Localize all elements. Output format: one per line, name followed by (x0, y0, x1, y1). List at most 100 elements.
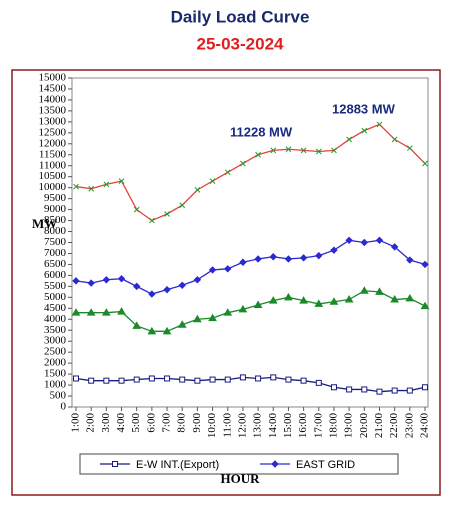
y-tick-label: 1500 (44, 368, 67, 380)
y-tick-label: 10500 (39, 170, 67, 182)
y-tick-label: 11500 (39, 148, 67, 160)
marker (240, 160, 246, 167)
marker (177, 320, 187, 328)
marker (163, 285, 171, 294)
x-tick-label: 16:00 (297, 413, 309, 439)
x-tick-label: 11:00 (221, 413, 233, 438)
marker (149, 217, 155, 224)
x-tick-label: 23:00 (403, 413, 415, 439)
y-tick-label: 9000 (44, 203, 67, 215)
marker (164, 375, 171, 382)
marker (284, 292, 293, 301)
marker (73, 183, 79, 190)
marker (405, 293, 415, 302)
marker (164, 211, 170, 217)
marker (300, 377, 307, 384)
marker (360, 238, 369, 247)
marker (224, 376, 231, 383)
marker (86, 308, 96, 316)
y-tick-label: 3500 (44, 324, 67, 336)
y-tick-label: 0 (61, 401, 67, 413)
x-tick-label: 22:00 (388, 413, 400, 439)
marker (315, 148, 322, 155)
series-line (75, 239, 426, 295)
y-tick-label: 13500 (39, 104, 67, 116)
marker (101, 308, 111, 316)
marker (148, 290, 156, 298)
y-tick-label: 2500 (44, 346, 67, 358)
marker (268, 296, 278, 304)
x-tick-label: 12:00 (236, 413, 248, 439)
x-tick-label: 6:00 (145, 413, 157, 433)
marker (315, 251, 323, 260)
marker (359, 286, 369, 294)
marker (253, 300, 263, 309)
x-tick-label: 15:00 (282, 413, 294, 439)
marker (331, 147, 337, 154)
marker (300, 147, 307, 154)
marker (344, 295, 354, 303)
annotation: 11228 MW (230, 124, 293, 139)
x-tick-label: 2:00 (85, 413, 97, 433)
x-axis-label: HOUR (221, 471, 261, 486)
y-tick-label: 12000 (39, 137, 67, 149)
marker (117, 307, 126, 315)
marker (239, 374, 246, 381)
y-tick-label: 7000 (44, 247, 67, 259)
marker (132, 321, 142, 329)
marker (390, 295, 400, 303)
marker (315, 379, 322, 386)
x-tick-label: 20:00 (358, 413, 370, 439)
marker (103, 377, 110, 384)
y-tick-label: 2000 (44, 357, 67, 369)
x-tick-label: 5:00 (130, 413, 142, 433)
x-tick-label: 17:00 (312, 413, 324, 439)
marker (329, 297, 339, 305)
series-line (75, 123, 426, 222)
marker (271, 460, 279, 468)
y-tick-label: 1000 (44, 379, 67, 391)
marker (421, 260, 429, 269)
marker (314, 299, 324, 307)
marker (224, 265, 232, 273)
y-tick-label: 4000 (44, 313, 67, 325)
y-tick-label: 12500 (39, 126, 67, 138)
marker (284, 255, 293, 263)
x-tick-label: 4:00 (115, 413, 127, 433)
series-line (75, 376, 426, 393)
marker (391, 136, 398, 143)
marker (285, 376, 292, 383)
x-tick-label: 3:00 (100, 413, 112, 433)
marker (103, 181, 110, 188)
marker (132, 282, 141, 291)
marker (133, 206, 140, 213)
marker (162, 326, 172, 335)
marker (346, 386, 353, 393)
x-tick-label: 18:00 (327, 413, 339, 439)
marker (133, 376, 140, 383)
y-tick-label: 6500 (44, 258, 67, 270)
marker (361, 386, 368, 393)
marker (238, 304, 248, 313)
x-tick-label: 8:00 (176, 413, 188, 433)
y-tick-label: 8500 (44, 214, 67, 226)
x-tick-label: 9:00 (191, 413, 203, 433)
y-tick-label: 13000 (39, 115, 67, 127)
y-tick-label: 7500 (44, 236, 67, 248)
x-tick-label: 13:00 (252, 413, 264, 439)
x-tick-label: 19:00 (343, 413, 355, 439)
marker (330, 246, 338, 254)
marker (390, 243, 399, 251)
marker (178, 281, 186, 289)
marker (88, 185, 95, 192)
marker (299, 254, 308, 262)
marker (87, 279, 95, 287)
x-tick-label: 10:00 (206, 413, 218, 439)
marker (422, 384, 428, 391)
y-tick-label: 6000 (44, 269, 67, 281)
marker (194, 377, 201, 384)
y-tick-label: 500 (50, 390, 67, 402)
marker (255, 375, 262, 382)
y-tick-label: 5000 (44, 291, 67, 303)
